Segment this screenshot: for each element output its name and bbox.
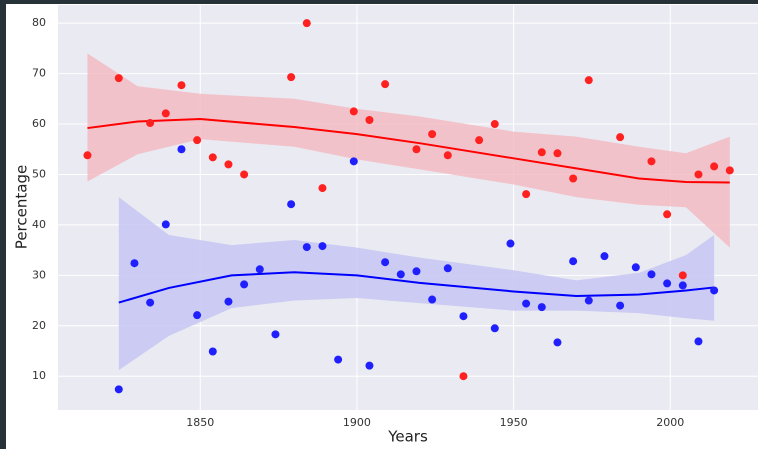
data-point [459, 372, 468, 381]
data-point [240, 280, 249, 289]
fit-line [118, 271, 715, 304]
x-axis-label: Years [387, 428, 428, 446]
data-point [490, 324, 499, 333]
data-point [584, 296, 593, 305]
y-tick-label: 80 [32, 16, 46, 29]
data-point [193, 136, 202, 145]
data-point [177, 145, 186, 154]
data-point [302, 19, 311, 28]
data-point [287, 200, 296, 209]
data-point [631, 263, 640, 272]
confidence-band [87, 53, 730, 248]
data-point [412, 145, 421, 154]
data-point [584, 76, 593, 85]
x-tick-label: 1950 [500, 416, 528, 429]
data-point [428, 130, 437, 139]
data-point [349, 107, 358, 116]
data-point [569, 257, 578, 266]
data-point [302, 243, 311, 252]
data-point [428, 295, 437, 304]
data-point [381, 258, 390, 267]
data-point [318, 242, 327, 251]
data-point [522, 299, 531, 308]
y-tick-label: 10 [32, 369, 46, 382]
data-point [663, 279, 672, 288]
data-point [537, 303, 546, 312]
y-tick-label: 50 [32, 167, 46, 180]
data-point [694, 337, 703, 346]
data-point [600, 252, 609, 261]
data-point [365, 115, 374, 124]
data-point [287, 73, 296, 82]
data-point [647, 157, 656, 166]
data-point [146, 298, 155, 307]
data-point [396, 270, 405, 279]
fit-line [87, 117, 730, 184]
data-point [678, 281, 687, 290]
data-point [506, 239, 515, 248]
data-point [146, 119, 155, 128]
data-point [710, 286, 719, 295]
y-tick-label: 40 [32, 218, 46, 231]
plot-background [58, 5, 758, 410]
data-point [694, 170, 703, 179]
data-point [193, 311, 202, 320]
data-point [224, 160, 233, 169]
data-point [130, 259, 139, 268]
data-point [553, 338, 562, 347]
data-point [177, 81, 186, 90]
data-point [349, 157, 358, 166]
x-tick-label: 2000 [656, 416, 684, 429]
y-tick-label: 70 [32, 67, 46, 80]
data-point [443, 151, 452, 160]
data-point [412, 267, 421, 276]
data-point [83, 151, 92, 160]
data-point [647, 270, 656, 279]
data-point [663, 210, 672, 219]
confidence-band [118, 197, 715, 371]
data-point [459, 312, 468, 321]
data-point [208, 153, 217, 162]
data-point [271, 330, 280, 339]
data-point [553, 149, 562, 158]
y-tick-label: 60 [32, 117, 46, 130]
data-point [161, 220, 170, 229]
data-point [616, 301, 625, 310]
x-tick-label: 1900 [343, 416, 371, 429]
data-point [710, 162, 719, 171]
data-point [161, 109, 170, 118]
data-point [616, 133, 625, 142]
data-point [318, 184, 327, 193]
data-point [443, 264, 452, 273]
data-point [475, 136, 484, 145]
data-point [678, 271, 687, 280]
data-point [114, 385, 123, 394]
data-point [208, 347, 217, 356]
data-point [334, 355, 343, 364]
data-point [725, 166, 734, 175]
data-point [522, 190, 531, 199]
data-point [240, 170, 249, 179]
y-tick-label: 30 [32, 268, 46, 281]
data-point [224, 297, 233, 306]
data-point [255, 265, 264, 274]
data-point [569, 174, 578, 183]
y-tick-label: 20 [32, 319, 46, 332]
x-tick-label: 1850 [186, 416, 214, 429]
data-point [114, 74, 123, 83]
data-point [381, 80, 390, 89]
data-point [365, 361, 374, 370]
data-point [537, 148, 546, 157]
y-axis-label: Percentage [13, 165, 31, 249]
data-point [490, 120, 499, 129]
